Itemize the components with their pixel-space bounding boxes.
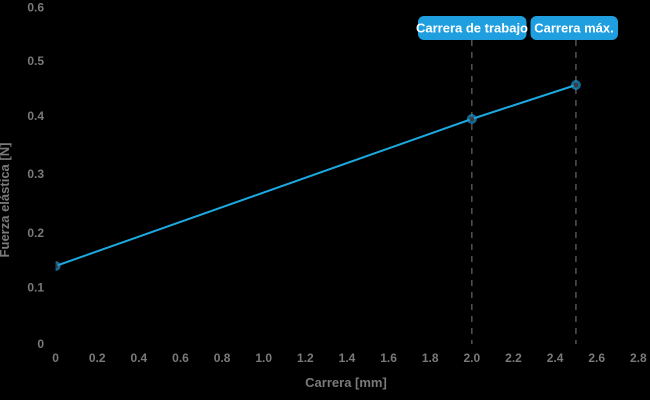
svg-text:0.8: 0.8 xyxy=(214,351,231,365)
svg-text:Carrera [mm]: Carrera [mm] xyxy=(305,375,387,390)
svg-text:0.2: 0.2 xyxy=(27,226,44,240)
svg-text:1.8: 1.8 xyxy=(422,351,439,365)
svg-text:1.6: 1.6 xyxy=(380,351,397,365)
svg-text:0.2: 0.2 xyxy=(89,351,106,365)
svg-text:0.5: 0.5 xyxy=(27,54,44,68)
svg-text:Fuerza elástica [N]: Fuerza elástica [N] xyxy=(0,143,12,258)
svg-text:0: 0 xyxy=(37,337,44,351)
svg-text:0.4: 0.4 xyxy=(131,351,148,365)
svg-text:Carrera de trabajo: Carrera de trabajo xyxy=(416,21,528,36)
svg-text:Carrera máx.: Carrera máx. xyxy=(534,21,614,36)
svg-text:0.3: 0.3 xyxy=(27,167,44,181)
svg-text:2.4: 2.4 xyxy=(547,351,564,365)
svg-text:0.1: 0.1 xyxy=(27,281,44,295)
svg-text:2.0: 2.0 xyxy=(463,351,480,365)
svg-text:2.6: 2.6 xyxy=(588,351,605,365)
svg-text:0.6: 0.6 xyxy=(27,1,44,15)
svg-text:0: 0 xyxy=(52,351,59,365)
svg-text:1.4: 1.4 xyxy=(339,351,356,365)
svg-text:0.6: 0.6 xyxy=(172,351,189,365)
svg-text:0.4: 0.4 xyxy=(27,109,44,123)
svg-text:2.8: 2.8 xyxy=(630,351,647,365)
svg-text:1.0: 1.0 xyxy=(255,351,272,365)
svg-text:1.2: 1.2 xyxy=(297,351,314,365)
svg-text:2.2: 2.2 xyxy=(505,351,522,365)
